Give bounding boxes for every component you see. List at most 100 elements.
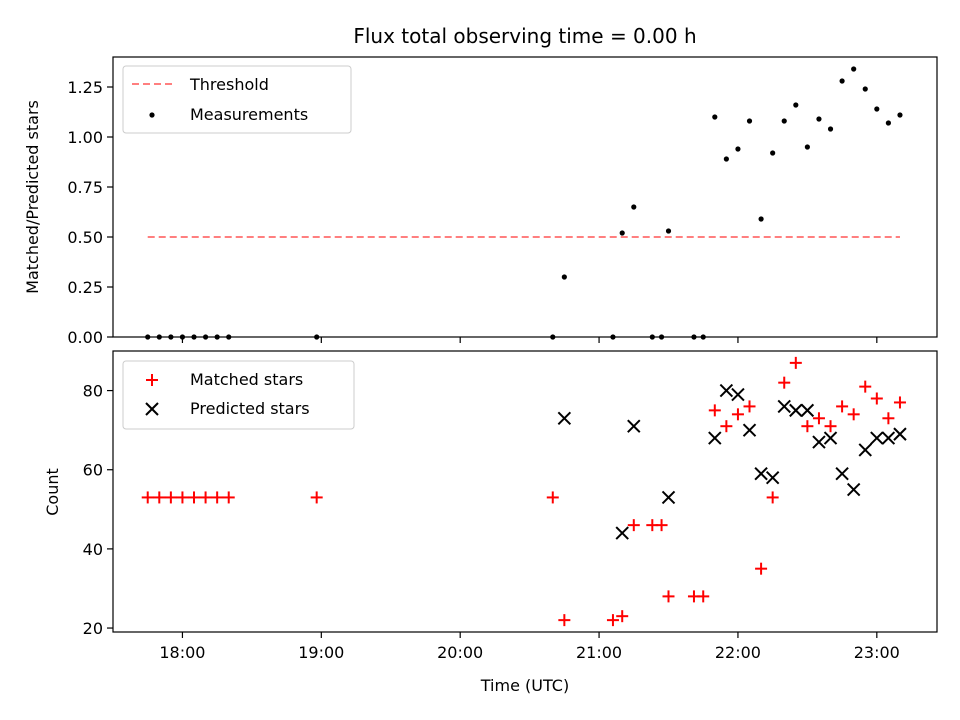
matched-star-point	[893, 396, 906, 409]
measurement-point	[885, 120, 891, 126]
predicted-star-point	[754, 466, 768, 481]
top-legend: Threshold Measurements	[122, 65, 352, 134]
matched-star-point	[558, 614, 571, 627]
measurement-point	[610, 334, 616, 340]
matched-star-point	[616, 610, 629, 623]
predicted-star-point	[765, 470, 780, 485]
x-tick-label: 19:00	[298, 643, 344, 662]
measurement-point	[665, 228, 672, 234]
measurement-point	[550, 334, 556, 340]
y-tick-label: 40	[83, 540, 103, 559]
matched-star-point	[199, 491, 212, 504]
matched-star-point	[755, 562, 768, 575]
matched-star-point	[188, 491, 201, 504]
measurement-point	[781, 118, 787, 124]
matched-star-point	[778, 376, 791, 389]
predicted-star-point	[800, 403, 815, 418]
y-tick-label: 1.00	[67, 128, 103, 147]
y-tick-label: 0.50	[67, 228, 103, 247]
top-x-ticks	[181, 337, 878, 343]
matched-star-point	[836, 400, 849, 413]
matched-star-point	[546, 491, 559, 504]
predicted-star-point	[777, 399, 791, 414]
x-axis-label: Time (UTC)	[480, 676, 569, 695]
measurement-point	[723, 156, 729, 162]
bottom-marks	[141, 356, 907, 627]
measurement-point	[897, 112, 903, 118]
matched-star-point	[153, 491, 166, 504]
measurement-point	[191, 334, 197, 340]
measurement-point	[314, 334, 320, 340]
bottom-y-ticks: 20 40 60 80	[83, 382, 113, 638]
matched-star-point	[847, 408, 860, 421]
predicted-star-point	[881, 431, 896, 445]
x-tick-label: 21:00	[576, 643, 622, 662]
x-tick-label: 18:00	[159, 643, 205, 662]
legend-measurements-swatch	[149, 112, 155, 118]
predicted-star-point	[731, 387, 745, 402]
measurement-point	[712, 114, 718, 120]
x-tick-label: 20:00	[437, 643, 483, 662]
predicted-star-point	[812, 435, 826, 449]
legend-threshold-label: Threshold	[189, 75, 269, 94]
measurement-point	[658, 334, 665, 340]
measurement-point	[735, 146, 741, 152]
measurement-point	[214, 334, 220, 340]
matched-star-point	[870, 392, 883, 405]
predicted-star-point	[858, 443, 872, 457]
measurement-point	[226, 334, 232, 340]
predicted-star-point	[846, 482, 861, 497]
measurement-point	[746, 118, 753, 124]
y-tick-label: 60	[83, 461, 103, 480]
matched-star-point	[789, 356, 802, 369]
measurement-point	[202, 334, 209, 340]
measurement-point	[770, 150, 776, 156]
chart-title: Flux total observing time = 0.00 h	[353, 24, 696, 48]
predicted-star-point	[661, 490, 676, 505]
matched-star-point	[812, 412, 825, 425]
predicted-star-point	[870, 431, 884, 445]
matched-star-point	[211, 491, 224, 504]
measurement-point	[631, 204, 637, 210]
bottom-x-ticks: 18:00 19:00 20:00 21:00 22:00 23:00	[159, 632, 900, 662]
predicted-star-point	[789, 403, 803, 418]
y-tick-label: 0.25	[67, 278, 103, 297]
matched-star-point	[141, 491, 154, 504]
measurement-point	[758, 216, 764, 222]
matched-star-point	[766, 491, 779, 504]
matched-star-point	[606, 614, 619, 627]
matched-star-point	[824, 420, 837, 433]
matched-star-point	[176, 491, 189, 504]
y-tick-label: 0.75	[67, 178, 103, 197]
measurement-point	[851, 66, 857, 72]
matched-star-point	[662, 590, 675, 603]
measurement-point	[839, 78, 845, 84]
predicted-star-point	[627, 419, 641, 433]
matched-star-point	[859, 380, 872, 393]
y-tick-label: 20	[83, 619, 103, 638]
measurement-point	[827, 126, 834, 132]
measurement-point	[793, 102, 799, 108]
top-y-ticks: 0.00 0.25 0.50 0.75 1.00 1.25	[67, 78, 113, 347]
measurement-point	[874, 106, 880, 112]
measurement-point	[649, 334, 655, 340]
predicted-star-point	[823, 431, 838, 445]
legend-matched-swatch	[146, 374, 158, 386]
matched-star-point	[222, 491, 235, 504]
predicted-star-point	[719, 383, 734, 398]
matched-star-point	[627, 519, 640, 532]
matched-star-point	[708, 404, 721, 417]
matched-star-point	[697, 590, 710, 603]
bottom-y-axis-label: Count	[43, 468, 62, 516]
matched-star-point	[164, 491, 177, 504]
y-tick-label: 1.25	[67, 78, 103, 97]
predicted-star-point	[708, 431, 722, 445]
measurement-point	[145, 334, 151, 340]
x-tick-label: 23:00	[854, 643, 900, 662]
top-y-axis-label: Matched/Predicted stars	[23, 100, 42, 294]
measurement-point	[561, 274, 567, 280]
matched-star-point	[743, 400, 756, 413]
bottom-legend: Matched stars Predicted stars	[122, 360, 355, 430]
